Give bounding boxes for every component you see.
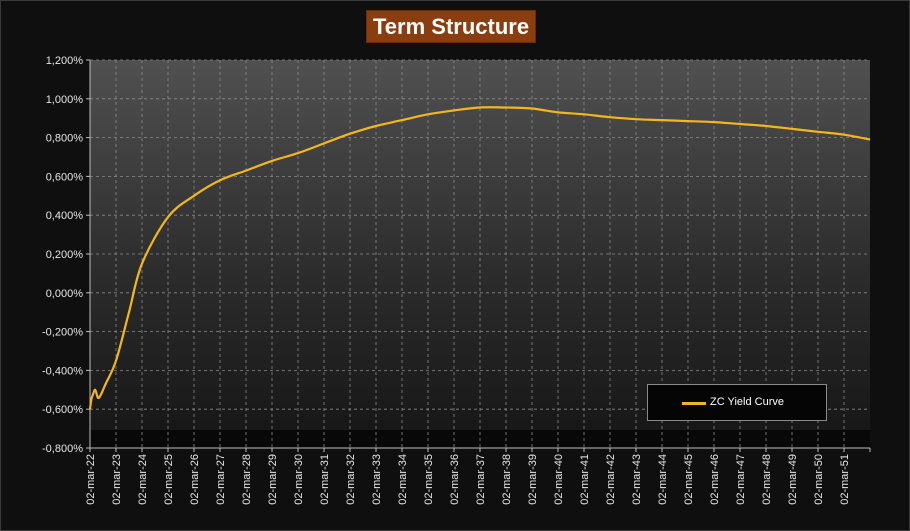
x-tick-label: 02-mar-36 [449, 454, 461, 505]
x-tick-label: 02-mar-31 [319, 454, 331, 505]
x-tick-label: 02-mar-48 [761, 454, 773, 505]
y-tick-labels: 1,200% 1,000% 0,800% 0,600% 0,400% 0,200% 0,00… [42, 55, 83, 455]
x-tick-label: 02-mar-51 [839, 454, 851, 505]
series-line-zc-yield-curve [88, 106, 871, 410]
x-tick-label: 02-mar-30 [293, 454, 305, 505]
x-tick-label: 02-mar-44 [657, 454, 669, 505]
y-tick-label: -0,200% [42, 327, 83, 339]
x-tick-label: 02-mar-24 [137, 454, 149, 505]
x-tick-label: 02-mar-23 [111, 454, 123, 505]
x-tick-label: 02-mar-32 [345, 454, 357, 505]
x-tick-label: 02-mar-46 [709, 454, 721, 505]
y-tick-label: 1,200% [46, 55, 84, 67]
x-tick-label: 02-mar-26 [189, 454, 201, 505]
y-tick-label: 0,800% [46, 133, 84, 145]
x-tick-label: 02-mar-47 [735, 454, 747, 505]
x-tick-labels: 02-mar-22 02-mar-23 02-mar-24 02-mar-25 02-m… [85, 454, 851, 505]
y-tick-label: -0,600% [42, 404, 83, 416]
x-tick-label: 02-mar-22 [85, 454, 97, 505]
x-tick-label: 02-mar-50 [813, 454, 825, 505]
x-tick-label: 02-mar-43 [631, 454, 643, 505]
x-tick-label: 02-mar-45 [683, 454, 695, 505]
y-tick-label: 0,200% [46, 249, 84, 261]
grid-lines [89, 59, 870, 449]
x-tick-label: 02-mar-49 [787, 454, 799, 505]
x-tick-label: 02-mar-28 [241, 454, 253, 505]
x-tick-label: 02-mar-29 [267, 454, 279, 505]
axes [86, 59, 871, 452]
y-tick-label: -0,800% [42, 443, 83, 455]
chart-title: Term Structure [366, 10, 537, 43]
legend-swatch-zc-yield-curve [682, 402, 706, 405]
x-tick-label: 02-mar-37 [475, 454, 487, 505]
x-tick-label: 02-mar-42 [605, 454, 617, 505]
x-tick-label: 02-mar-41 [579, 454, 591, 505]
x-tick-label: 02-mar-40 [553, 454, 565, 505]
y-tick-label: 0,400% [46, 210, 84, 222]
x-tick-label: 02-mar-25 [163, 454, 175, 505]
x-tick-label: 02-mar-34 [397, 454, 409, 505]
y-tick-label: 0,000% [46, 288, 84, 300]
legend-label-zc-yield-curve: ZC Yield Curve [710, 396, 784, 408]
legend: ZC Yield Curve [647, 384, 827, 421]
y-tick-label: 0,600% [46, 171, 84, 183]
x-tick-label: 02-mar-39 [527, 454, 539, 505]
y-tick-label: 1,000% [46, 94, 84, 106]
x-tick-label: 02-mar-27 [215, 454, 227, 505]
y-tick-label: -0,400% [42, 365, 83, 377]
x-tick-label: 02-mar-35 [423, 454, 435, 505]
x-tick-label: 02-mar-38 [501, 454, 513, 505]
series-layer [88, 106, 871, 410]
x-tick-label: 02-mar-33 [371, 454, 383, 505]
